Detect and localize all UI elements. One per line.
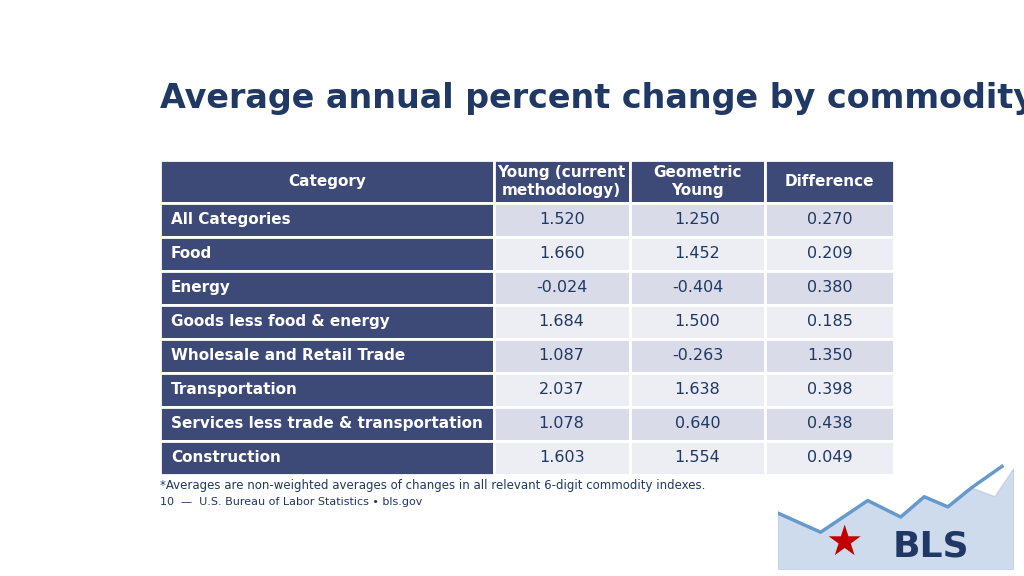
Bar [160,160,494,203]
Text: 1.684: 1.684 [539,314,585,329]
Text: Young (current
methodology): Young (current methodology) [498,165,626,198]
Text: 0.270: 0.270 [807,212,852,227]
Bar [160,203,494,237]
Text: Food: Food [171,246,212,261]
Bar [494,203,630,237]
Text: BLS: BLS [893,530,970,564]
Text: 0.209: 0.209 [807,246,852,261]
Bar [765,373,894,407]
Bar [160,271,494,305]
Text: -0.263: -0.263 [672,348,723,363]
Text: -0.024: -0.024 [536,280,588,295]
Text: 2.037: 2.037 [539,382,585,397]
Text: Difference: Difference [784,174,874,189]
Text: 0.380: 0.380 [807,280,852,295]
Bar [765,339,894,373]
Bar [630,305,765,339]
Polygon shape [778,469,1014,570]
Bar [765,441,894,475]
Bar [630,160,765,203]
Bar [765,407,894,441]
Text: 1.638: 1.638 [675,382,720,397]
Text: 0.438: 0.438 [807,416,852,431]
Text: 1.603: 1.603 [539,450,585,465]
Bar [494,373,630,407]
Text: Geometric
Young: Geometric Young [653,165,741,198]
Text: 1.350: 1.350 [807,348,852,363]
Text: 0.398: 0.398 [807,382,852,397]
Text: -0.404: -0.404 [672,280,723,295]
Bar [630,203,765,237]
Bar [765,305,894,339]
Text: 1.520: 1.520 [539,212,585,227]
Text: Category: Category [288,174,366,189]
Bar [765,271,894,305]
Bar [160,305,494,339]
Text: 1.250: 1.250 [675,212,720,227]
Text: Transportation: Transportation [171,382,298,397]
Text: 0.640: 0.640 [675,416,720,431]
Bar [494,237,630,271]
Bar [494,407,630,441]
Bar [494,441,630,475]
Text: ★: ★ [825,522,863,564]
Bar [494,271,630,305]
Bar [765,237,894,271]
Bar [160,373,494,407]
Bar [494,160,630,203]
Bar [765,203,894,237]
Text: 1.078: 1.078 [539,416,585,431]
Text: 0.049: 0.049 [807,450,852,465]
Text: Wholesale and Retail Trade: Wholesale and Retail Trade [171,348,406,363]
Bar [160,407,494,441]
Text: Construction: Construction [171,450,281,465]
Bar [494,339,630,373]
Text: 0.185: 0.185 [807,314,853,329]
Bar [160,441,494,475]
Bar [160,237,494,271]
Bar [630,373,765,407]
Text: *Averages are non-weighted averages of changes in all relevant 6-digit commodity: *Averages are non-weighted averages of c… [160,479,706,492]
Text: 10  —  U.S. Bureau of Labor Statistics • bls.gov: 10 — U.S. Bureau of Labor Statistics • b… [160,497,422,506]
Text: 1.500: 1.500 [675,314,720,329]
Text: Services less trade & transportation: Services less trade & transportation [171,416,482,431]
Text: All Categories: All Categories [171,212,291,227]
Bar [630,407,765,441]
Bar [630,271,765,305]
Bar [765,160,894,203]
Bar [494,305,630,339]
Text: 1.554: 1.554 [675,450,720,465]
Text: Energy: Energy [171,280,230,295]
Bar [630,237,765,271]
Text: 1.660: 1.660 [539,246,585,261]
Text: 1.452: 1.452 [675,246,720,261]
Text: Average annual percent change by commodity, 2008-17: Average annual percent change by commodi… [160,82,1024,115]
Text: 1.087: 1.087 [539,348,585,363]
Bar [630,339,765,373]
Bar [630,441,765,475]
Text: Goods less food & energy: Goods less food & energy [171,314,389,329]
Bar [160,339,494,373]
